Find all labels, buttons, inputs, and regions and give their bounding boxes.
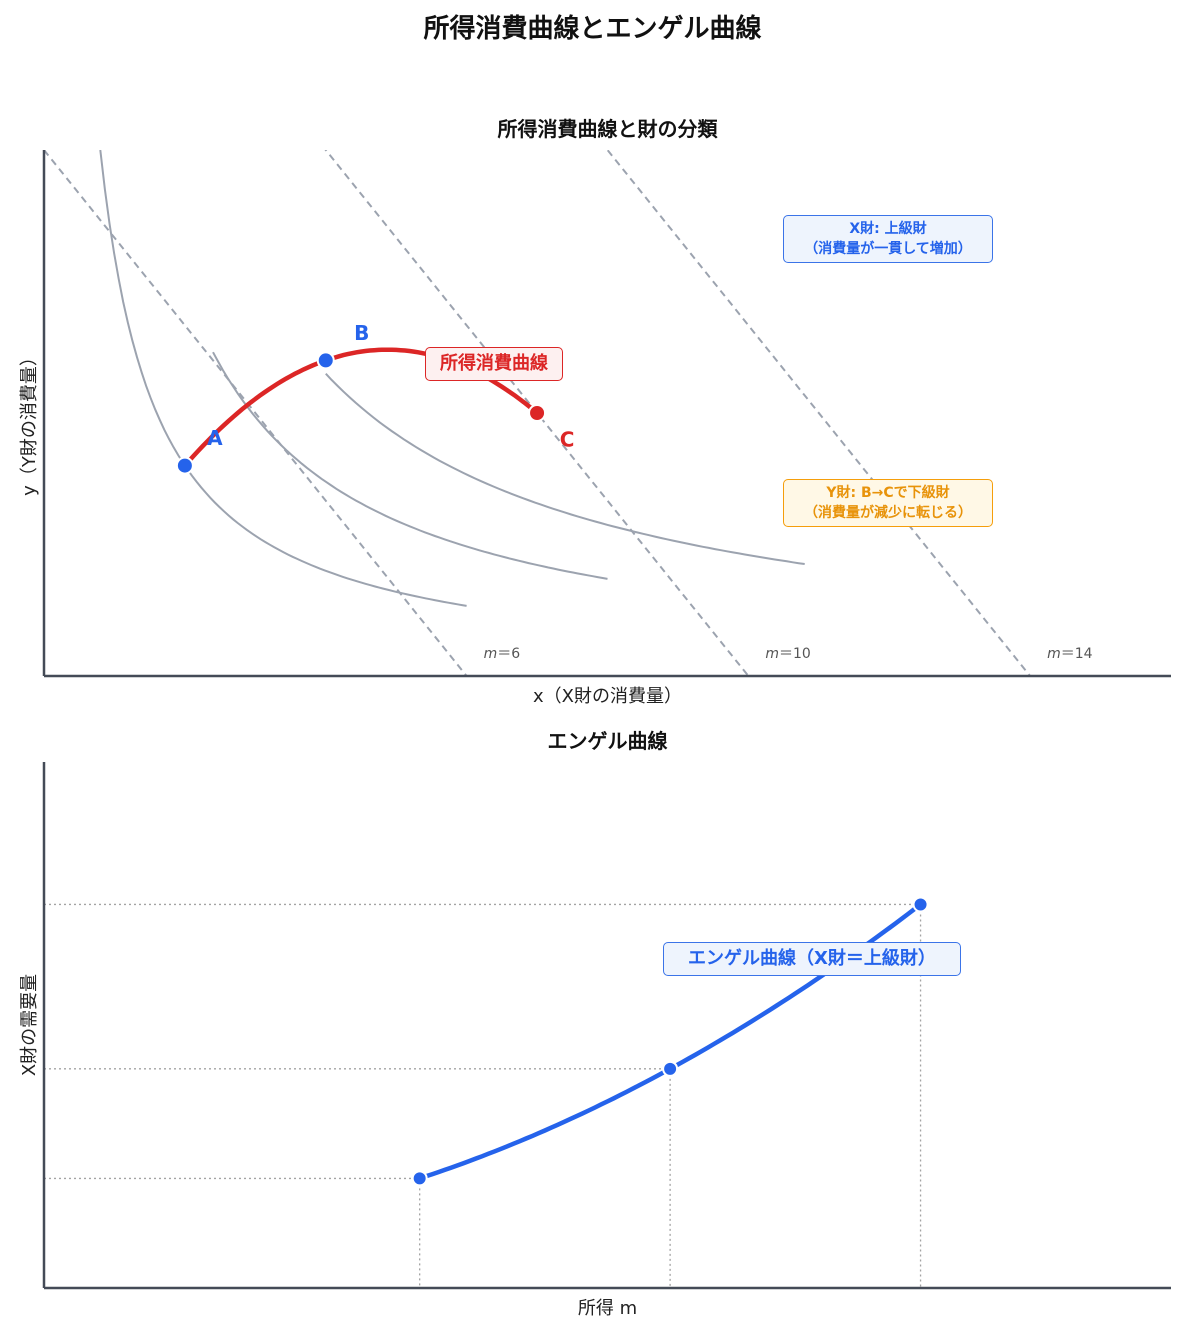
point-c xyxy=(528,404,547,422)
y-inferior-good-annotation: Y財: B→Cで下級財 （消費量が減少に転じる） xyxy=(783,479,993,527)
budget-label-var: m xyxy=(1047,646,1061,662)
point-label-a: A xyxy=(207,426,223,450)
budget-label-val: 10 xyxy=(793,646,811,662)
budget-label-val: 6 xyxy=(511,646,520,662)
budget-label-var: m xyxy=(484,646,498,662)
budget-line xyxy=(606,150,1031,676)
indifference-curve xyxy=(99,150,467,607)
x-superior-good-annotation: X財: 上級財 （消費量が一貫して増加） xyxy=(783,215,993,263)
engel-point xyxy=(912,896,929,913)
x-superior-annotation-line2: （消費量が一貫して増加） xyxy=(804,241,972,257)
point-label-c: C xyxy=(560,428,575,452)
indifference-curve xyxy=(325,373,805,565)
top-plot-inner xyxy=(44,150,1031,676)
budget-line xyxy=(44,150,468,676)
budget-line-label: m＝6 xyxy=(484,646,521,662)
top-panel-title: 所得消費曲線と財の分類 xyxy=(497,117,718,141)
x-superior-annotation-line1: X財: 上級財 xyxy=(849,221,927,237)
bottom-panel-title: エンゲル曲線 xyxy=(547,729,668,753)
budget-label-eq: ＝ xyxy=(779,646,793,662)
indifference-curve xyxy=(212,351,608,580)
budget-label-eq: ＝ xyxy=(1061,646,1075,662)
budget-line-label: m＝10 xyxy=(765,646,810,662)
point-b xyxy=(316,351,335,370)
y-inferior-annotation-line1: Y財: B→Cで下級財 xyxy=(826,485,950,501)
budget-label-val: 14 xyxy=(1075,646,1093,662)
engel-point xyxy=(662,1060,679,1077)
budget-line-label: m＝14 xyxy=(1047,646,1093,662)
bottom-plot-area xyxy=(42,762,1171,1290)
budget-line xyxy=(324,150,750,676)
budget-label-var: m xyxy=(765,646,779,662)
point-label-b: B xyxy=(354,321,369,345)
top-x-axis-label: x（X財の消費量） xyxy=(533,686,682,707)
icc-label: 所得消費曲線 xyxy=(425,347,563,381)
engel-curve-label: エンゲル曲線（X財＝上級財） xyxy=(663,942,961,976)
point-a xyxy=(175,456,194,475)
y-inferior-annotation-line2: （消費量が減少に転じる） xyxy=(804,505,972,521)
engel-point xyxy=(411,1170,428,1187)
bottom-x-axis-label: 所得 m xyxy=(577,1298,638,1319)
budget-label-eq: ＝ xyxy=(497,646,511,662)
figure-title: 所得消費曲線とエンゲル曲線 xyxy=(423,14,762,44)
